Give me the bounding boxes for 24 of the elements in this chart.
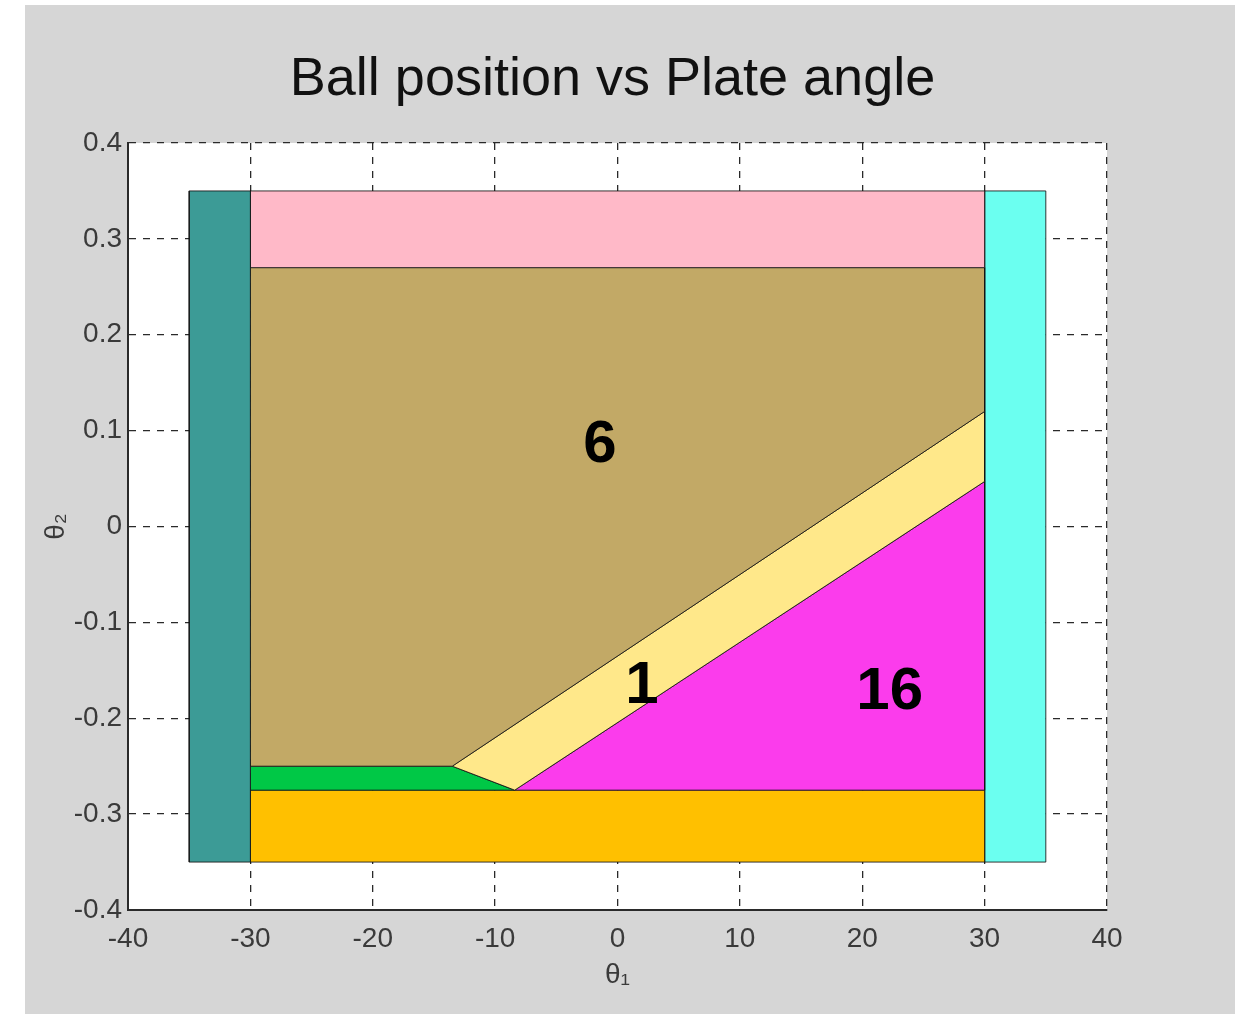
y-axis-title: θ₂	[38, 513, 70, 540]
x-tick-label: 10	[724, 921, 756, 953]
chart-title: Ball position vs Plate angle	[289, 45, 936, 106]
x-tick-label: 30	[969, 921, 1001, 953]
y-tick-label: 0.4	[83, 125, 122, 157]
x-tick-label: 0	[609, 921, 626, 953]
x-tick-label: -20	[352, 921, 393, 953]
x-tick-label: 20	[846, 921, 878, 953]
y-tick-label: 0	[106, 509, 122, 541]
y-tick-label: -0.3	[73, 796, 122, 828]
y-tick-label: -0.4	[73, 892, 122, 924]
annotation: 16	[856, 654, 924, 722]
x-tick-label: -30	[230, 921, 271, 953]
y-tick-label: 0.1	[83, 413, 122, 445]
y-tick-label: -0.2	[73, 700, 122, 732]
annotation: 1	[625, 648, 659, 716]
y-tick-label: 0.3	[83, 221, 122, 253]
annotation: 6	[583, 407, 617, 475]
x-tick-label: -10	[474, 921, 516, 953]
x-axis-title: θ₁	[604, 957, 631, 989]
x-tick-label: 40	[1091, 921, 1123, 953]
x-tick-label: -40	[107, 921, 149, 953]
y-tick-label: 0.2	[83, 317, 122, 349]
y-tick-label: -0.1	[73, 605, 122, 637]
